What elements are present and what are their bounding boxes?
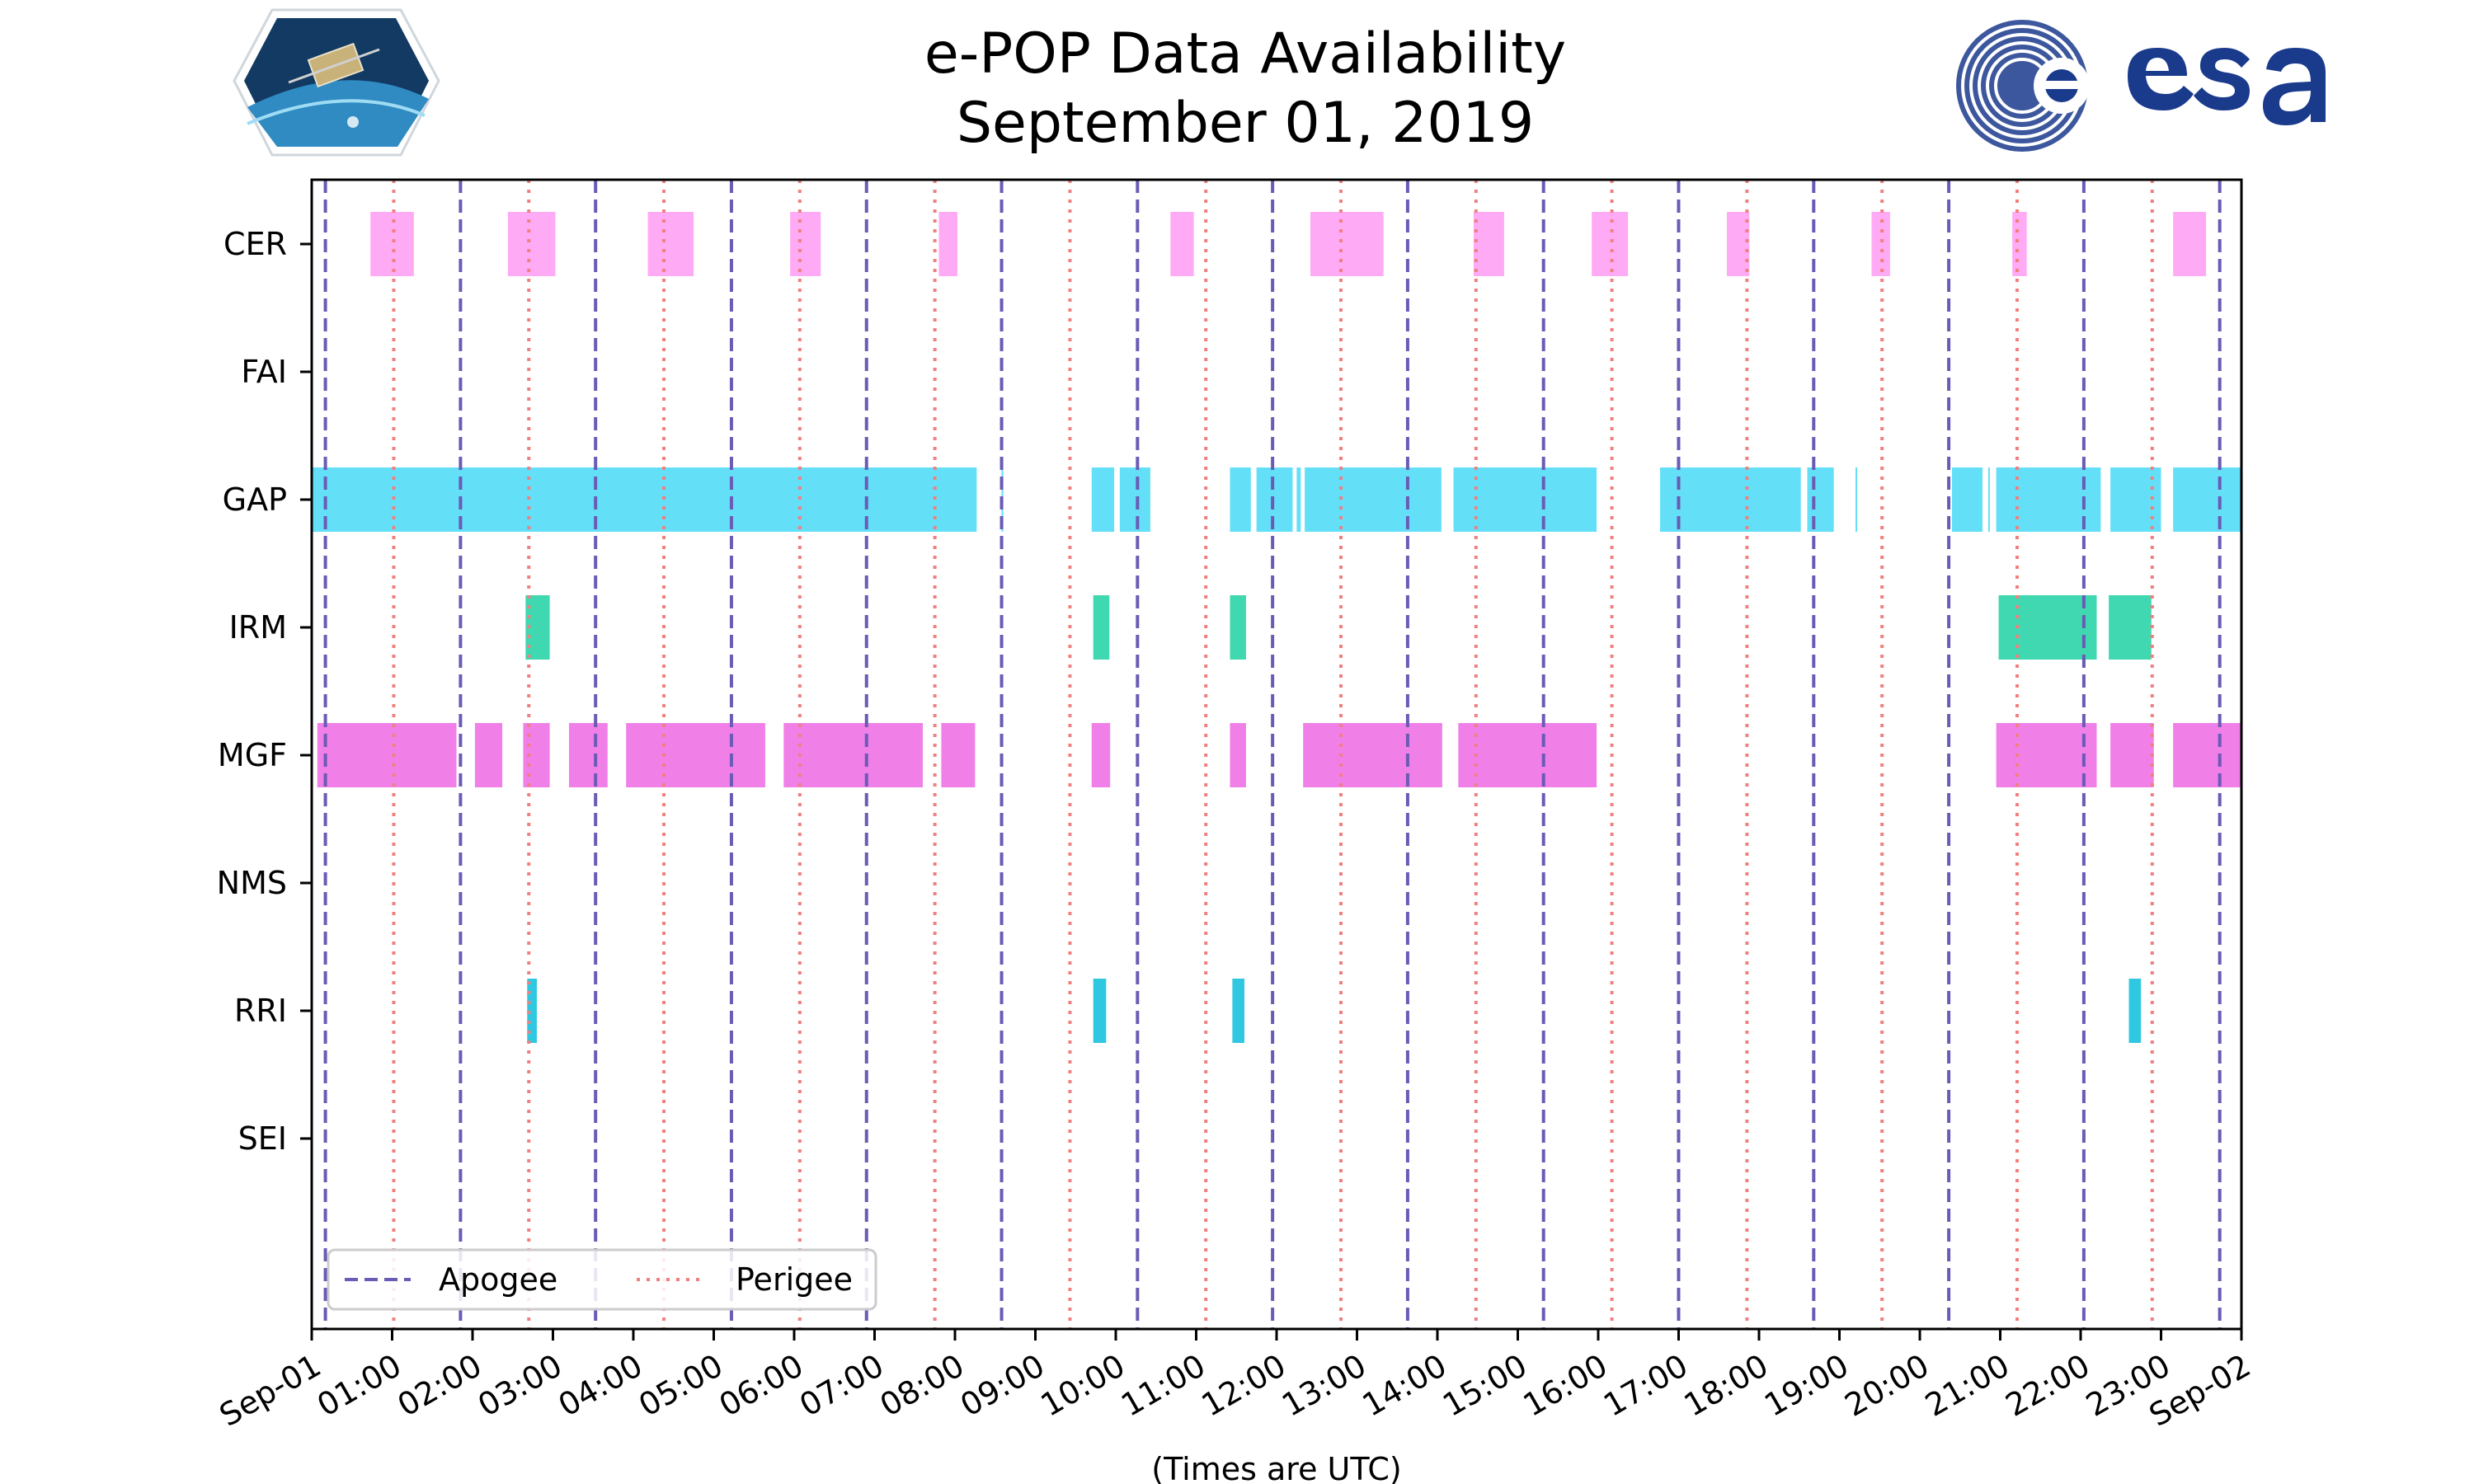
- y-tick-label-irm: IRM: [229, 609, 287, 646]
- x-tick-label-7: 07:00: [793, 1347, 890, 1424]
- bar-cer-12: [2173, 212, 2207, 276]
- bar-mgf-11: [1996, 723, 2097, 787]
- cassiope-logo: [233, 8, 440, 157]
- bar-gap-12: [1952, 467, 1983, 532]
- x-tick-label-11: 11:00: [1115, 1347, 1211, 1424]
- bar-rri-3: [2128, 979, 2142, 1043]
- x-tick-label-8: 08:00: [874, 1347, 971, 1424]
- x-tick-label-9: 09:00: [954, 1347, 1051, 1424]
- bar-mgf-8: [1230, 723, 1246, 787]
- bar-gap-6: [1296, 467, 1301, 532]
- x-axis-label: (Times are UTC): [1151, 1451, 1401, 1484]
- bar-irm-4: [2109, 595, 2152, 660]
- y-tick-label-gap: GAP: [223, 481, 287, 518]
- x-tick-label-2: 02:00: [392, 1347, 488, 1424]
- legend-perigee-label: Perigee: [736, 1261, 853, 1298]
- bar-cer-5: [1170, 212, 1194, 276]
- bar-mgf-5: [783, 723, 923, 787]
- bar-irm-1: [1093, 595, 1110, 660]
- legend-box: [327, 1248, 877, 1311]
- bar-cer-4: [938, 212, 957, 276]
- x-tick-label-16: 16:00: [1517, 1347, 1614, 1424]
- esa-logo: [1956, 20, 2326, 152]
- bar-mgf-9: [1303, 723, 1442, 787]
- bar-cer-3: [790, 212, 821, 276]
- bar-gap-2: [1091, 467, 1115, 532]
- x-tick-label-15: 15:00: [1437, 1347, 1533, 1424]
- x-tick-label-20: 20:00: [1839, 1347, 1935, 1424]
- x-tick-label-19: 19:00: [1758, 1347, 1855, 1424]
- y-tick-label-sei: SEI: [238, 1120, 287, 1157]
- x-tick-label-13: 13:00: [1276, 1347, 1372, 1424]
- x-tick-label-3: 03:00: [472, 1347, 568, 1424]
- x-tick-label-0: Sep-01: [214, 1347, 327, 1434]
- bar-cer-8: [1592, 212, 1629, 276]
- bar-cer-1: [507, 212, 556, 276]
- bar-cer-6: [1310, 212, 1384, 276]
- bar-mgf-10: [1458, 723, 1597, 787]
- x-tick-label-5: 05:00: [633, 1347, 729, 1424]
- bar-irm-3: [1998, 595, 2097, 660]
- bar-gap-10: [1807, 467, 1834, 532]
- bar-mgf-6: [941, 723, 976, 787]
- x-tick-label-4: 04:00: [553, 1347, 649, 1424]
- bar-irm-2: [1230, 595, 1246, 660]
- bar-gap-0: [312, 467, 977, 532]
- bar-gap-5: [1256, 467, 1293, 532]
- bar-gap-9: [1660, 467, 1801, 532]
- bar-mgf-12: [2110, 723, 2154, 787]
- bar-gap-7: [1305, 467, 1442, 532]
- bar-cer-7: [1473, 212, 1504, 276]
- bar-gap-11: [1856, 467, 1857, 532]
- bar-mgf-0: [317, 723, 457, 787]
- bar-cer-2: [647, 212, 694, 276]
- x-tick-label-22: 22:00: [2000, 1347, 2096, 1424]
- x-tick-label-21: 21:00: [1919, 1347, 2015, 1424]
- bar-cer-11: [2012, 212, 2027, 276]
- bar-gap-16: [2173, 467, 2241, 532]
- bar-rri-1: [1093, 979, 1107, 1043]
- x-tick-label-1: 01:00: [311, 1347, 407, 1424]
- bar-mgf-7: [1091, 723, 1111, 787]
- y-tick-label-cer: CER: [223, 226, 287, 262]
- x-tick-label-14: 14:00: [1357, 1347, 1453, 1424]
- bar-mgf-3: [569, 723, 608, 787]
- bar-rri-0: [527, 979, 537, 1043]
- bar-cer-10: [1871, 212, 1890, 276]
- bar-gap-4: [1230, 467, 1251, 532]
- x-tick-label-10: 10:00: [1035, 1347, 1131, 1424]
- chart-title-line-1: e-POP Data Availability: [924, 21, 1566, 87]
- x-tick-label-6: 06:00: [713, 1347, 810, 1424]
- y-tick-label-fai: FAI: [241, 354, 287, 390]
- y-tick-label-mgf: MGF: [218, 737, 287, 773]
- bar-mgf-4: [626, 723, 765, 787]
- y-tick-label-rri: RRI: [234, 993, 287, 1029]
- x-tick-label-12: 12:00: [1196, 1347, 1292, 1424]
- bar-rri-2: [1232, 979, 1244, 1043]
- x-tick-label-18: 18:00: [1678, 1347, 1775, 1424]
- bar-gap-3: [1119, 467, 1150, 532]
- chart-title-line-2: September 01, 2019: [957, 91, 1534, 156]
- x-tick-label-17: 17:00: [1597, 1347, 1694, 1424]
- bar-mgf-1: [474, 723, 503, 787]
- legend-apogee-label: Apogee: [439, 1261, 557, 1298]
- y-tick-label-nms: NMS: [217, 865, 287, 901]
- bar-gap-13: [1987, 467, 1990, 532]
- bar-mgf-13: [2173, 723, 2241, 787]
